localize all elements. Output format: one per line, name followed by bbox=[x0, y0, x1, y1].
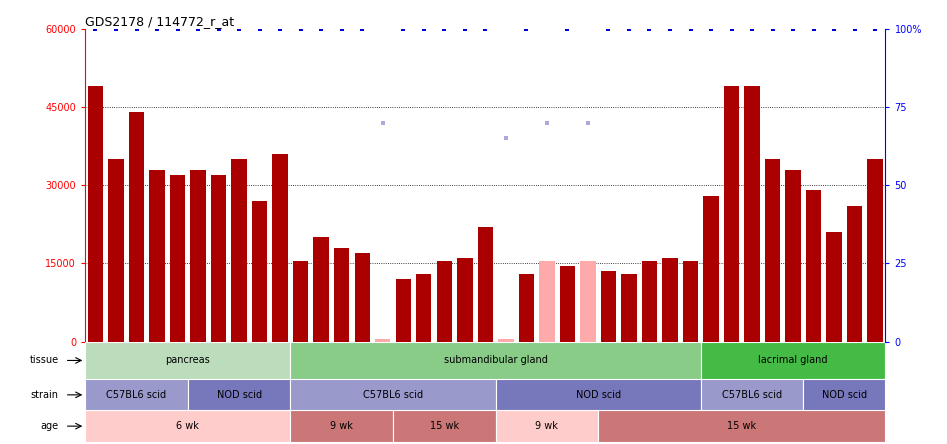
Bar bbox=[581, 261, 596, 342]
Text: 6 wk: 6 wk bbox=[176, 421, 199, 431]
Bar bbox=[293, 261, 309, 342]
Bar bbox=[867, 159, 883, 342]
Bar bbox=[539, 261, 555, 342]
Bar bbox=[701, 379, 803, 411]
Bar bbox=[806, 190, 821, 342]
Bar bbox=[85, 379, 188, 411]
Bar bbox=[375, 339, 390, 342]
Bar bbox=[88, 86, 103, 342]
Bar bbox=[495, 379, 701, 411]
Bar bbox=[85, 342, 291, 379]
Bar bbox=[85, 411, 291, 442]
Bar bbox=[170, 175, 186, 342]
Bar bbox=[129, 112, 144, 342]
Text: GDS2178 / 114772_r_at: GDS2178 / 114772_r_at bbox=[85, 15, 234, 28]
Bar bbox=[600, 271, 616, 342]
Text: NOD scid: NOD scid bbox=[576, 390, 620, 400]
Bar bbox=[701, 342, 885, 379]
Bar bbox=[108, 159, 124, 342]
Bar bbox=[495, 411, 599, 442]
Bar bbox=[231, 159, 247, 342]
Bar bbox=[188, 379, 291, 411]
Text: C57BL6 scid: C57BL6 scid bbox=[363, 390, 423, 400]
Bar bbox=[803, 379, 885, 411]
Bar bbox=[150, 170, 165, 342]
Text: strain: strain bbox=[30, 390, 59, 400]
Bar bbox=[827, 232, 842, 342]
Text: age: age bbox=[41, 421, 59, 431]
Bar bbox=[642, 261, 657, 342]
Bar bbox=[354, 253, 370, 342]
Bar bbox=[273, 154, 288, 342]
Bar bbox=[313, 238, 329, 342]
Bar bbox=[291, 379, 495, 411]
Bar bbox=[724, 86, 740, 342]
Bar bbox=[621, 274, 636, 342]
Bar bbox=[560, 266, 575, 342]
Bar bbox=[683, 261, 698, 342]
Bar bbox=[457, 258, 473, 342]
Bar bbox=[291, 342, 701, 379]
Text: C57BL6 scid: C57BL6 scid bbox=[722, 390, 782, 400]
Bar bbox=[334, 248, 349, 342]
Text: 9 wk: 9 wk bbox=[535, 421, 559, 431]
Bar bbox=[437, 261, 452, 342]
Bar bbox=[744, 86, 759, 342]
Bar bbox=[785, 170, 801, 342]
Bar bbox=[393, 411, 495, 442]
Text: NOD scid: NOD scid bbox=[822, 390, 867, 400]
Bar bbox=[704, 196, 719, 342]
Text: 9 wk: 9 wk bbox=[331, 421, 353, 431]
Text: submandibular gland: submandibular gland bbox=[443, 356, 547, 365]
Bar bbox=[662, 258, 678, 342]
Bar bbox=[396, 279, 411, 342]
Text: pancreas: pancreas bbox=[166, 356, 210, 365]
Bar bbox=[291, 411, 393, 442]
Text: C57BL6 scid: C57BL6 scid bbox=[106, 390, 167, 400]
Bar bbox=[416, 274, 432, 342]
Bar bbox=[477, 227, 493, 342]
Bar bbox=[190, 170, 205, 342]
Text: tissue: tissue bbox=[29, 356, 59, 365]
Text: lacrimal gland: lacrimal gland bbox=[759, 356, 828, 365]
Bar bbox=[252, 201, 267, 342]
Bar bbox=[765, 159, 780, 342]
Bar bbox=[498, 339, 513, 342]
Bar bbox=[599, 411, 885, 442]
Bar bbox=[847, 206, 863, 342]
Text: 15 wk: 15 wk bbox=[430, 421, 459, 431]
Text: NOD scid: NOD scid bbox=[217, 390, 261, 400]
Bar bbox=[211, 175, 226, 342]
Bar bbox=[519, 274, 534, 342]
Text: 15 wk: 15 wk bbox=[727, 421, 757, 431]
